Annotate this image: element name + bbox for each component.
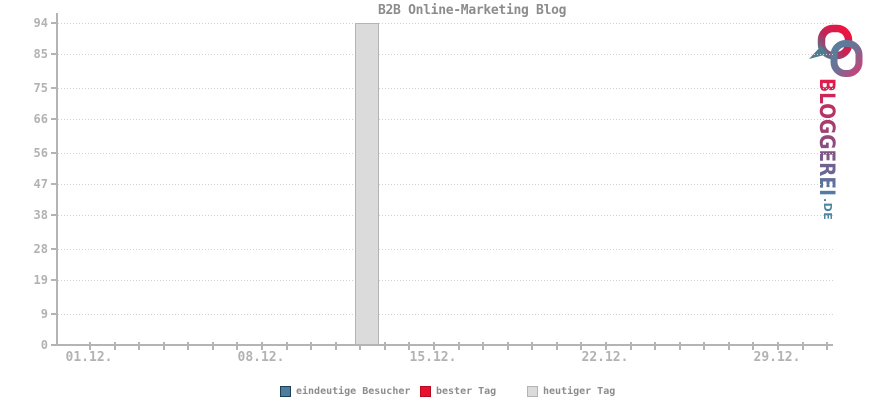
x-axis-day-tick	[187, 342, 190, 350]
y-axis-tick	[51, 183, 57, 185]
y-axis-tick	[51, 22, 57, 24]
x-axis-day-tick	[236, 342, 239, 350]
x-axis-day-tick	[162, 342, 165, 350]
x-axis-day-tick	[211, 342, 214, 350]
x-axis-day-tick	[383, 342, 386, 350]
x-tick-label: 01.12.	[65, 350, 113, 365]
bloggerei-logo[interactable]: BLOGGEREI .DE	[800, 12, 866, 224]
x-axis-day-tick	[604, 342, 607, 350]
y-axis-tick	[51, 52, 57, 55]
x-axis-day-tick	[752, 342, 755, 350]
x-axis-day-tick	[776, 342, 779, 350]
x-axis-day-tick	[432, 342, 435, 350]
gridline	[58, 88, 833, 90]
x-tick-label: 08.12.	[237, 350, 285, 365]
y-axis-tick	[51, 117, 57, 120]
y-axis-tick	[51, 213, 57, 216]
y-axis-tick	[51, 344, 57, 346]
x-axis-day-tick	[89, 342, 91, 350]
y-tick-label: 94	[33, 16, 48, 30]
y-tick-label: 28	[33, 242, 48, 257]
logo-tld: .DE	[821, 198, 834, 220]
y-tick-label: 85	[33, 46, 48, 61]
x-axis-day-tick	[826, 342, 829, 350]
gridline	[58, 214, 833, 216]
bar-heutiger-tag[interactable]	[355, 23, 380, 345]
y-axis-tick	[51, 313, 57, 316]
x-axis-day-tick	[506, 342, 509, 350]
legend-label: heutiger Tag	[543, 386, 616, 397]
x-axis-day-tick	[555, 342, 558, 350]
y-axis-tick	[51, 248, 57, 251]
gridline	[58, 249, 833, 251]
y-axis-tick	[51, 278, 57, 281]
x-axis-day-tick	[310, 342, 313, 350]
x-axis-day-tick	[359, 342, 362, 350]
x-axis-day-tick	[138, 342, 141, 350]
y-axis-tick	[51, 87, 57, 90]
x-tick-label: 29.12.	[753, 350, 801, 365]
x-axis-day-tick	[260, 342, 263, 350]
y-tick-label: 9	[40, 307, 48, 322]
x-axis-day-tick	[113, 342, 116, 350]
y-tick-label: 47	[33, 177, 48, 191]
x-tick-label: 15.12.	[409, 350, 457, 365]
legend-label: eindeutige Besucher	[296, 386, 411, 397]
gridline	[58, 53, 833, 55]
legend-swatch-icon	[420, 386, 431, 397]
x-axis-day-tick	[629, 342, 632, 350]
x-axis-day-tick	[457, 342, 460, 350]
x-axis-day-tick	[678, 342, 681, 350]
y-tick-label: 19	[33, 272, 48, 287]
gridline	[58, 279, 833, 281]
y-tick-label: 0	[40, 338, 48, 352]
x-axis-line	[56, 344, 833, 346]
chart-title: B2B Online-Marketing Blog	[378, 3, 567, 18]
gridline	[58, 23, 833, 24]
logo-chainlinks-icon	[809, 24, 863, 77]
gridline	[58, 118, 833, 120]
y-tick-label: 56	[33, 146, 48, 161]
x-axis-day-tick	[531, 342, 534, 350]
x-axis-day-tick	[334, 342, 337, 350]
x-axis-day-tick	[482, 342, 485, 350]
x-axis-day-tick	[580, 342, 583, 350]
y-axis-tick	[51, 152, 57, 155]
x-axis-day-tick	[654, 342, 657, 350]
x-axis-day-tick	[408, 342, 411, 350]
y-tick-label: 75	[33, 81, 48, 96]
x-axis-day-tick	[801, 342, 804, 350]
legend-swatch-icon	[527, 386, 538, 397]
x-tick-label: 22.12.	[581, 350, 629, 365]
y-axis-line	[56, 13, 58, 346]
legend-swatch-icon	[280, 386, 291, 397]
x-axis-day-tick	[703, 342, 706, 350]
y-tick-label: 66	[33, 111, 48, 126]
y-tick-label: 38	[33, 207, 48, 222]
gridline	[58, 184, 833, 185]
legend-label: bester Tag	[436, 386, 497, 397]
gridline	[58, 314, 833, 316]
gridline	[58, 153, 833, 155]
x-axis-day-tick	[727, 342, 730, 350]
logo-wordmark: BLOGGEREI	[815, 78, 839, 196]
x-axis-day-tick	[285, 342, 288, 350]
